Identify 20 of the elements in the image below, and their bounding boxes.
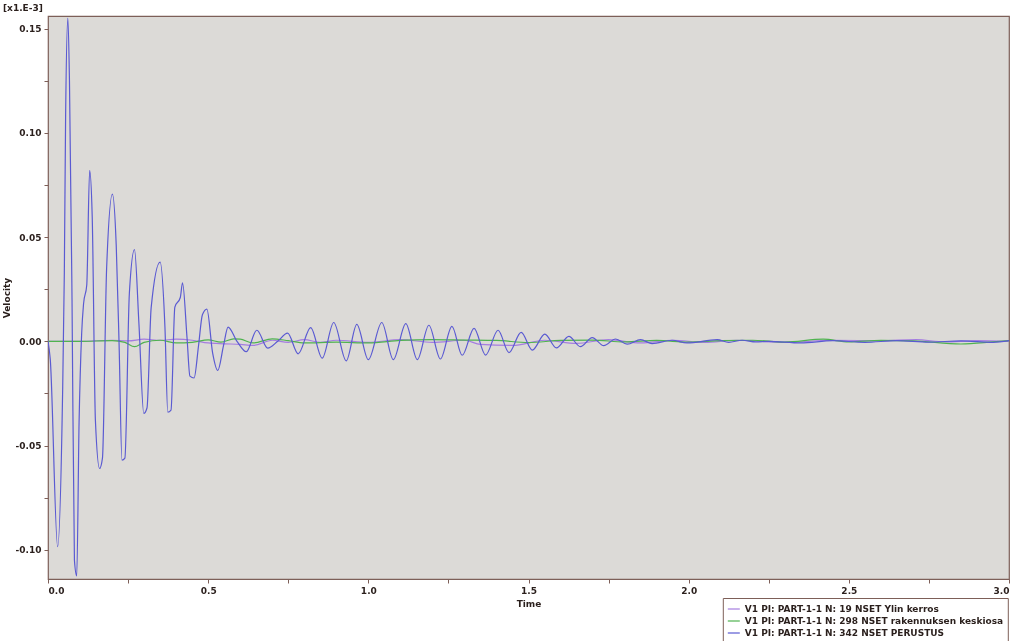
x-axis-title: Time (516, 598, 542, 609)
x-tick-label: 2.0 (681, 585, 698, 596)
legend-label: V1 PI: PART-1-1 N: 298 NSET rakennuksen keskiosa (744, 616, 1004, 626)
x-tick-label: 3.0 (993, 585, 1010, 596)
x-tick-label: 1.5 (521, 585, 537, 596)
y-tick-label: 0.15 (19, 24, 42, 35)
y-tick-label: -0.10 (15, 545, 42, 556)
y-tick-label: 0.00 (19, 336, 42, 347)
x-tick-label: 2.5 (841, 585, 858, 596)
y-axis-title: Velocity (1, 277, 12, 319)
y-tick-label: -0.05 (15, 441, 42, 452)
x-tick-label: 1.0 (360, 585, 377, 596)
line-series (48, 17, 1009, 577)
legend-label: V1 PI: PART-1-1 N: 19 NSET Ylin kerros (744, 604, 939, 614)
y-tick-label: 0.10 (19, 128, 42, 139)
x-tick-label: 0.0 (48, 585, 65, 596)
y-tick-label: 0.05 (19, 232, 42, 243)
text: [x1.E-3] (3, 3, 43, 13)
x-tick-label: 0.5 (200, 585, 217, 596)
legend-label: V1 PI: PART-1-1 N: 342 NSET PERUSTUS (744, 628, 945, 638)
